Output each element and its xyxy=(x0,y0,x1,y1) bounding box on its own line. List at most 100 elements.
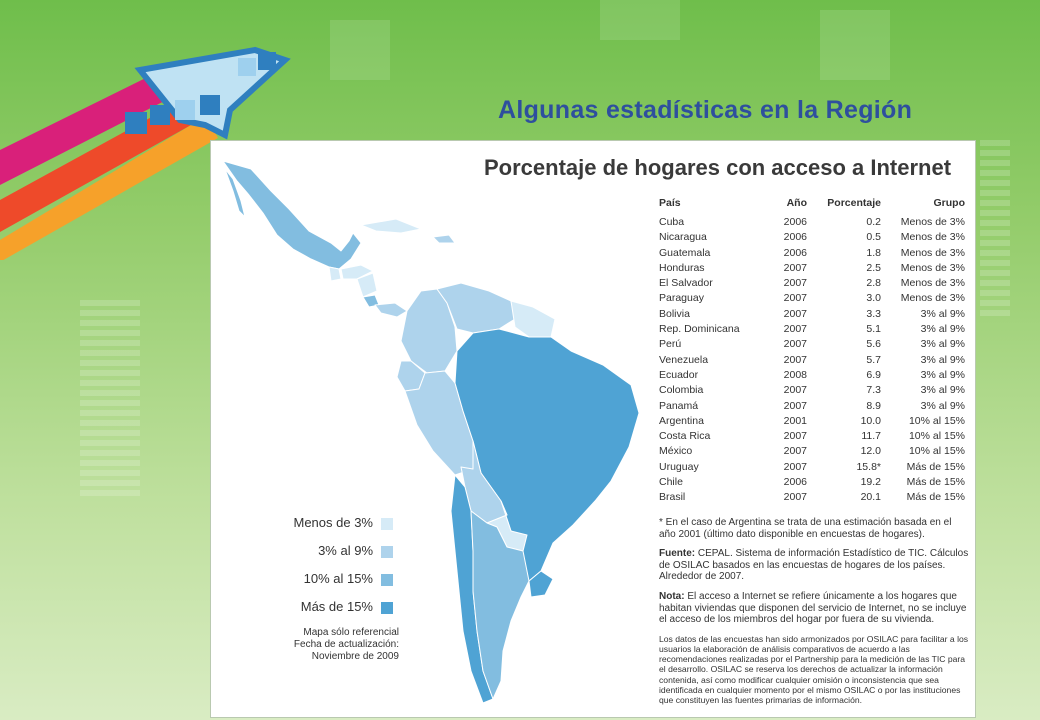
cell-grupo: Menos de 3% xyxy=(900,277,965,290)
cell-grupo: Menos de 3% xyxy=(900,261,965,274)
cell-porcentaje: 20.1 xyxy=(860,491,881,504)
table-header-row: País Año Porcentaje Grupo xyxy=(657,197,967,215)
stripe-magenta xyxy=(0,62,190,185)
column-header-anio: Año xyxy=(786,197,807,209)
map-country-cuba xyxy=(360,218,422,234)
legend-swatch xyxy=(381,546,393,558)
table-row: Argentina 2001 10.0 10% al 15% xyxy=(657,414,967,429)
table-row: Guatemala 2006 1.8 Menos de 3% xyxy=(657,246,967,261)
table-row: Honduras 2007 2.5 Menos de 3% xyxy=(657,261,967,276)
stripe-orange xyxy=(0,116,218,260)
asterisk-note: * En el caso de Argentina se trata de un… xyxy=(659,517,952,540)
background-bars xyxy=(980,140,1010,320)
table-row: México 2007 12.0 10% al 15% xyxy=(657,444,967,459)
cell-grupo: 10% al 15% xyxy=(908,445,965,458)
cell-porcentaje: 2.8 xyxy=(866,277,881,290)
stripe-red xyxy=(0,96,200,232)
cell-pais: Rep. Dominicana xyxy=(659,323,740,336)
legend-label: 10% al 15% xyxy=(303,571,373,586)
cell-porcentaje: 5.6 xyxy=(866,338,881,351)
cell-grupo: 10% al 15% xyxy=(908,414,965,427)
column-header-grupo: Grupo xyxy=(933,197,966,209)
map-title: Porcentaje de hogares con acceso a Inter… xyxy=(484,155,952,180)
map-country-baja xyxy=(224,168,246,218)
legend-item: Más de 15% xyxy=(271,597,401,625)
source-note: Fuente: CEPAL. Sistema de información Es… xyxy=(659,548,969,583)
map-country-panama xyxy=(374,302,408,318)
cell-anio: 2007 xyxy=(783,491,807,504)
cell-pais: Uruguay xyxy=(659,460,699,473)
cell-pais: Chile xyxy=(659,476,683,489)
cell-pais: México xyxy=(659,445,693,458)
cell-anio: 2006 xyxy=(783,231,807,244)
table-row: Brasil 2007 20.1 Más de 15% xyxy=(657,490,967,505)
cell-anio: 2007 xyxy=(783,445,807,458)
cell-anio: 2007 xyxy=(783,430,807,443)
cell-porcentaje: 3.3 xyxy=(866,307,881,320)
cell-pais: Paraguay xyxy=(659,292,704,305)
table-row: Nicaragua 2006 0.5 Menos de 3% xyxy=(657,230,967,245)
pixel-cursor-icon xyxy=(125,46,291,140)
map-note-line: Fecha de actualización: xyxy=(293,639,399,650)
cell-grupo: Menos de 3% xyxy=(900,216,965,228)
map-country-argentina xyxy=(470,510,530,700)
cell-pais: Cuba xyxy=(659,216,685,228)
background-square xyxy=(820,10,890,80)
legend-item: 10% al 15% xyxy=(271,569,401,597)
source-text: CEPAL. Sistema de información Estadístic… xyxy=(659,548,969,583)
cell-grupo: 3% al 9% xyxy=(920,307,965,320)
map-country-guianas xyxy=(510,300,556,338)
cell-pais: Nicaragua xyxy=(659,231,707,244)
cell-anio: 2007 xyxy=(783,323,807,336)
column-header-pais: País xyxy=(659,197,681,209)
map-country-uruguay xyxy=(528,570,554,598)
legend-label: Menos de 3% xyxy=(293,515,374,530)
cell-grupo: 3% al 9% xyxy=(920,368,965,381)
background-square xyxy=(600,0,680,40)
background-square xyxy=(330,20,390,80)
cell-anio: 2007 xyxy=(783,307,807,320)
cell-anio: 2007 xyxy=(783,292,807,305)
map-country-rep-dominicana xyxy=(432,234,456,244)
cell-porcentaje: 10.0 xyxy=(860,414,881,427)
map-reference-note: Mapa sólo referencial Fecha de actualiza… xyxy=(281,627,399,663)
cell-grupo: 3% al 9% xyxy=(920,338,965,351)
cell-grupo: Más de 15% xyxy=(906,491,965,504)
table-row: Uruguay 2007 15.8* Más de 15% xyxy=(657,460,967,475)
cell-pais: Panamá xyxy=(659,399,699,412)
table-row: Colombia 2007 7.3 3% al 9% xyxy=(657,383,967,398)
cell-pais: El Salvador xyxy=(659,277,713,290)
table-row: Rep. Dominicana 2007 5.1 3% al 9% xyxy=(657,322,967,337)
cell-porcentaje: 19.2 xyxy=(860,476,881,489)
cell-porcentaje: 0.2 xyxy=(866,216,881,228)
latin-america-map xyxy=(222,160,640,704)
table-row: El Salvador 2007 2.8 Menos de 3% xyxy=(657,276,967,291)
legend-swatch xyxy=(381,518,393,530)
map-country-venezuela xyxy=(436,282,516,334)
definition-note: Nota: El acceso a Internet se refiere ún… xyxy=(659,591,969,626)
cell-pais: Ecuador xyxy=(659,368,699,381)
table-row: Costa Rica 2007 11.7 10% al 15% xyxy=(657,429,967,444)
cell-grupo: 3% al 9% xyxy=(920,384,965,397)
map-country-mexico xyxy=(222,160,362,270)
cell-pais: Guatemala xyxy=(659,246,711,259)
legend-item: 3% al 9% xyxy=(271,541,401,569)
legend-label: 3% al 9% xyxy=(318,543,373,558)
cell-anio: 2007 xyxy=(783,399,807,412)
note-text: El acceso a Internet se refiere únicamen… xyxy=(659,590,967,626)
cell-porcentaje: 11.7 xyxy=(861,430,881,443)
cell-anio: 2007 xyxy=(783,384,807,397)
cell-grupo: 3% al 9% xyxy=(920,323,965,336)
cell-porcentaje: 5.7 xyxy=(866,353,881,366)
cell-anio: 2007 xyxy=(783,460,807,473)
table-row: Venezuela 2007 5.7 3% al 9% xyxy=(657,353,967,368)
cell-anio: 2007 xyxy=(783,261,807,274)
cell-anio: 2007 xyxy=(783,277,807,290)
cell-porcentaje: 0.5 xyxy=(866,231,881,244)
cell-porcentaje: 7.3 xyxy=(866,384,881,397)
cell-porcentaje: 6.9 xyxy=(866,368,881,381)
cell-anio: 2006 xyxy=(783,476,807,489)
cell-pais: Costa Rica xyxy=(659,430,711,443)
cell-porcentaje: 1.8 xyxy=(866,246,881,259)
map-country-honduras xyxy=(340,264,374,280)
